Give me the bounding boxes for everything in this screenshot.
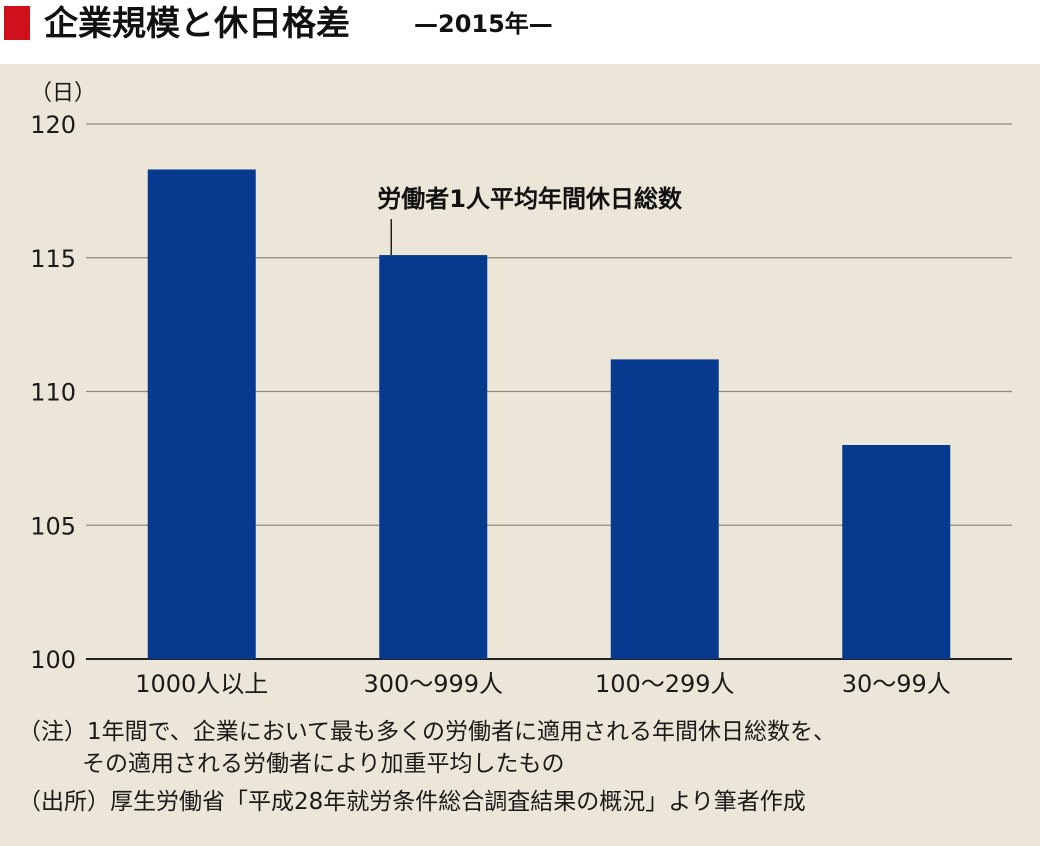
bar-3 bbox=[842, 445, 951, 659]
x-tick-label: 300〜999人 bbox=[363, 670, 503, 698]
bar-1 bbox=[379, 255, 488, 659]
y-tick-label: 120 bbox=[30, 111, 76, 139]
y-tick-label: 105 bbox=[30, 512, 76, 540]
y-tick-labels: 100 105 110 115 120 bbox=[30, 111, 76, 674]
y-tick-label: 100 bbox=[30, 646, 76, 674]
annotation-label: 労働者1人平均年間休日総数 bbox=[377, 185, 683, 213]
bar-chart: （日） 100 105 110 115 120 1000人以上 300〜999人 100〜2… bbox=[30, 81, 1012, 698]
x-tick-labels: 1000人以上 300〜999人 100〜299人 30〜99人 bbox=[135, 670, 951, 698]
x-tick-label: 100〜299人 bbox=[595, 670, 735, 698]
annotation: 労働者1人平均年間休日総数 bbox=[377, 185, 683, 256]
bar-0 bbox=[147, 169, 256, 659]
y-tick-label: 115 bbox=[30, 245, 76, 273]
chart-subtitle: —2015年— bbox=[414, 10, 553, 38]
x-tick-label: 30〜99人 bbox=[842, 670, 951, 698]
title-marker bbox=[4, 6, 30, 40]
x-tick-label: 1000人以上 bbox=[135, 670, 268, 698]
header: 企業規模と休日格差 —2015年— bbox=[0, 0, 1040, 64]
note-line-1: （注）1年間で、企業において最も多くの労働者に適用される年間休日総数を、 bbox=[18, 719, 837, 745]
y-tick-label: 110 bbox=[30, 379, 76, 407]
bar-2 bbox=[610, 359, 719, 659]
chart-title: 企業規模と休日格差 bbox=[44, 4, 350, 44]
y-axis-unit: （日） bbox=[30, 81, 96, 106]
note-line-2: その適用される労働者により加重平均したもの bbox=[82, 751, 565, 777]
bars bbox=[147, 169, 951, 659]
source-line: （出所）厚生労働省「平成28年就労条件総合調査結果の概況」より筆者作成 bbox=[18, 789, 806, 815]
